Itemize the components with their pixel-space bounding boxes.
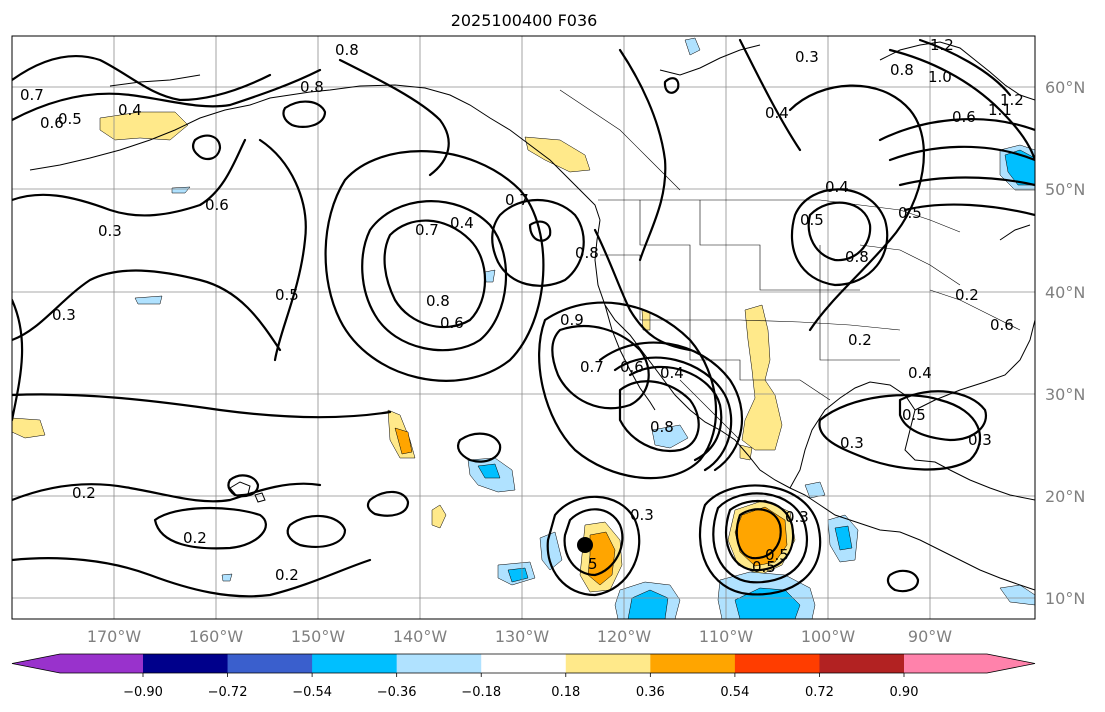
contour-label: 0.2 <box>183 529 207 547</box>
contour-label: 0.5 <box>800 211 824 229</box>
contour-label: 1.0 <box>928 68 952 86</box>
colorbar-tick-label: 0.72 <box>805 685 834 700</box>
lon-label: 170°W <box>87 627 142 646</box>
map-frame <box>11 35 1036 620</box>
latitude-labels: 60°N 50°N 40°N 30°N 20°N 10°N <box>1045 78 1085 608</box>
contour-labels: 0.7 0.6 0.8 0.8 0.5 0.4 0.3 0.6 0.5 0.3 … <box>20 36 1024 584</box>
contour-label: 0.6 <box>205 196 229 214</box>
contour-label: 0.4 <box>765 104 789 122</box>
colorbar-tick-label: −0.90 <box>123 685 163 700</box>
lat-label: 30°N <box>1045 385 1085 404</box>
lat-label: 20°N <box>1045 487 1085 506</box>
shading-negative <box>134 37 1035 619</box>
figure-title: 2025100400 F036 <box>451 11 598 30</box>
contour-lines <box>12 38 1035 598</box>
colorbar-tick-label: 0.54 <box>720 685 749 700</box>
contour-label: 0.6 <box>440 314 464 332</box>
contour-label: 0.9 <box>560 311 584 329</box>
longitude-labels: 170°W 160°W 150°W 140°W 130°W 120°W 110°… <box>87 627 952 646</box>
colorbar-segment <box>143 654 229 673</box>
contour-label: 0.3 <box>98 222 122 240</box>
contour-label: 0.7 <box>20 86 44 104</box>
colorbar-segment <box>396 654 482 673</box>
colorbar-segment <box>819 654 905 673</box>
contour-label: 1.2 <box>1000 91 1024 109</box>
contour-label: 0.3 <box>785 508 809 526</box>
lon-label: 90°W <box>908 627 952 646</box>
contour-label: 0.5 <box>902 406 926 424</box>
colorbar-segment <box>734 654 820 673</box>
contour-label: 0.4 <box>660 364 684 382</box>
contour-label: 0.2 <box>72 484 96 502</box>
contour-label: 0.7 <box>415 221 439 239</box>
colorbar-tick-label: −0.36 <box>377 685 417 700</box>
lon-label: 160°W <box>189 627 244 646</box>
contour-label: 0.3 <box>840 434 864 452</box>
lon-label: 140°W <box>393 627 448 646</box>
contour-label: 0.6 <box>620 358 644 376</box>
colorbar-segment <box>904 654 1035 673</box>
contour-label: 0.5 <box>58 110 82 128</box>
contour-label: 0.4 <box>450 214 474 232</box>
colorbar: −0.90 −0.72 −0.54 −0.36 −0.18 0.18 0.36 0.54 0.7… <box>11 653 1036 700</box>
contour-label: 0.6 <box>952 108 976 126</box>
contour-label: 0.5 <box>275 286 299 304</box>
contour-label: 0.8 <box>426 292 450 310</box>
contour-label: 0.8 <box>890 61 914 79</box>
colorbar-tick-label: −0.18 <box>461 685 501 700</box>
contour-label: 0.6 <box>990 316 1014 334</box>
lat-label: 10°N <box>1045 589 1085 608</box>
contour-label: 0.6 <box>40 114 64 132</box>
contour-label: 0.2 <box>848 331 872 349</box>
contour-label: 0.2 <box>275 566 299 584</box>
contour-label: 0.7 <box>505 191 529 209</box>
contour-label: 0.5 <box>765 546 789 564</box>
graticule <box>12 36 1035 619</box>
contour-label: 0.3 <box>968 431 992 449</box>
contour-label: 0.3 <box>630 506 654 524</box>
lon-label: 120°W <box>597 627 652 646</box>
marker-label: 5 <box>588 555 598 573</box>
contour-label: 0.8 <box>845 248 869 266</box>
colorbar-tick-label: 0.90 <box>890 685 919 700</box>
lat-label: 40°N <box>1045 283 1085 302</box>
colorbar-segment <box>650 654 736 673</box>
contour-label: 0.4 <box>825 178 849 196</box>
contour-label: 0.3 <box>52 306 76 324</box>
colorbar-tick-label: 0.18 <box>551 685 580 700</box>
lat-label: 60°N <box>1045 78 1085 97</box>
colorbar-segment <box>481 654 567 673</box>
colorbar-outline <box>11 653 1036 674</box>
colorbar-tick-label: 0.36 <box>636 685 665 700</box>
contour-label: 0.4 <box>118 101 142 119</box>
contour-label: 0.7 <box>580 358 604 376</box>
location-marker <box>577 537 593 553</box>
contour-label: 0.2 <box>955 286 979 304</box>
colorbar-segment <box>312 654 398 673</box>
map-area: 0.7 0.6 0.8 0.8 0.5 0.4 0.3 0.6 0.5 0.3 … <box>12 36 1035 619</box>
contour-label: 0.3 <box>795 48 819 66</box>
lon-label: 100°W <box>801 627 856 646</box>
contour-label: 0.8 <box>650 418 674 436</box>
contour-label: 0.8 <box>335 41 359 59</box>
contour-label: 0.4 <box>908 364 932 382</box>
lon-label: 150°W <box>291 627 346 646</box>
colorbar-tick-label: −0.72 <box>208 685 248 700</box>
colorbar-segment <box>227 654 313 673</box>
lat-label: 50°N <box>1045 180 1085 199</box>
lon-label: 110°W <box>699 627 754 646</box>
contour-label: 0.8 <box>575 244 599 262</box>
colorbar-tick-label: −0.54 <box>292 685 332 700</box>
borders <box>559 89 1021 441</box>
colorbar-segment <box>565 654 651 673</box>
coastlines <box>29 41 1035 591</box>
contour-label: 0.5 <box>752 558 776 576</box>
colorbar-segment <box>12 654 143 673</box>
contour-label: 0.5 <box>898 204 922 222</box>
contour-label: 1.2 <box>930 36 954 54</box>
contour-label: 1.1 <box>988 101 1012 119</box>
contour-label: 0.8 <box>300 78 324 96</box>
lon-label: 130°W <box>495 627 550 646</box>
